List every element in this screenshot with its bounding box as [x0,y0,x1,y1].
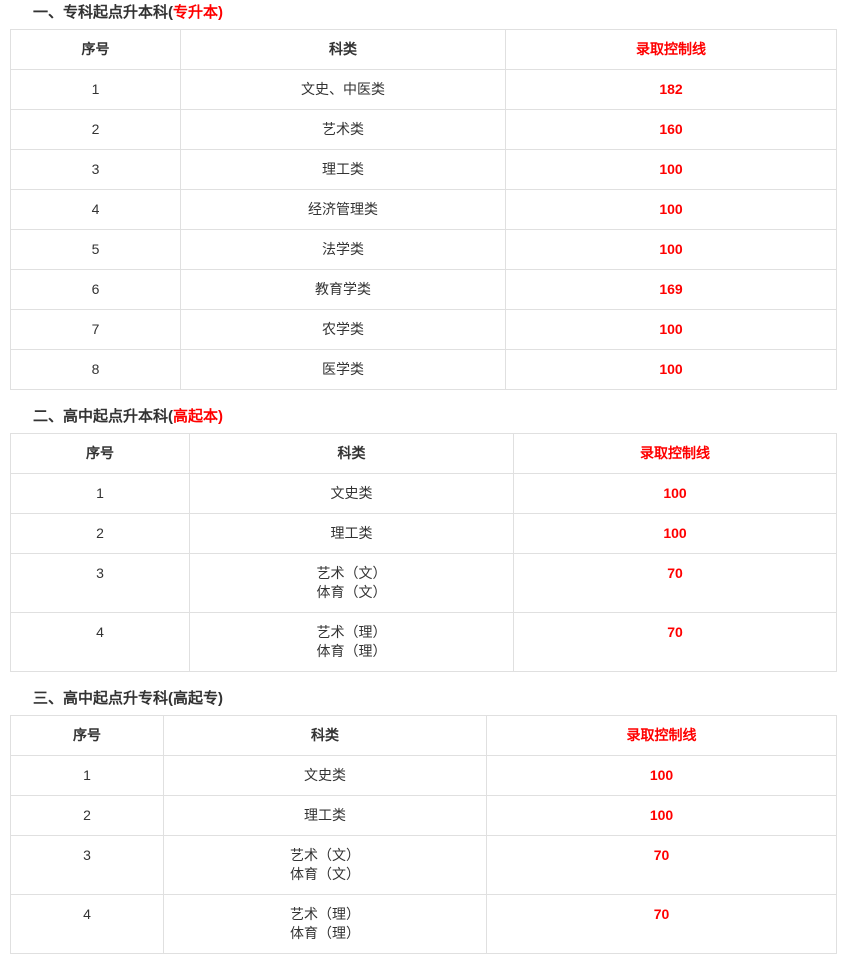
row-number-cell: 2 [10,109,181,150]
score-table: 序号 科类 录取控制线 1 文史类 100 2 理工类 100 3 艺术（文） 体育（文） 70… [10,433,837,672]
section-heading-text: 一、专科起点升本科( [33,4,173,21]
score-section: 三、高中起点升专科(高起专) 序号 科类 录取控制线 1 文史类 100 2 理工类 10… [10,690,837,954]
category-cell: 文史类 [163,755,487,796]
table-body: 1 文史类 100 2 理工类 100 3 艺术（文） 体育（文） 70 4 艺术（理） 体育（理）… [10,473,837,672]
category-cell: 农学类 [180,309,506,350]
header-cell-score: 录取控制线 [486,715,837,756]
table-row: 5 法学类 100 [10,229,837,270]
section-heading: 一、专科起点升本科(专升本) [33,4,837,22]
header-cell-category: 科类 [163,715,487,756]
score-table: 序号 科类 录取控制线 1 文史、中医类 182 2 艺术类 160 3 理工类 100 4 经济管… [10,29,837,390]
row-number-cell: 3 [10,149,181,190]
category-cell: 艺术（理） 体育（理） [163,894,487,954]
category-cell: 法学类 [180,229,506,270]
table-row: 1 文史类 100 [10,755,837,796]
score-table: 序号 科类 录取控制线 1 文史类 100 2 理工类 100 3 艺术（文） 体育（文） 70… [10,715,837,954]
table-header-row: 序号 科类 录取控制线 [10,433,837,474]
table-row: 8 医学类 100 [10,349,837,390]
table-row: 3 艺术（文） 体育（文） 70 [10,553,837,613]
header-cell-category: 科类 [180,29,506,70]
table-body: 1 文史、中医类 182 2 艺术类 160 3 理工类 100 4 经济管理类 100 5 法学类 100… [10,69,837,390]
score-cell: 70 [513,612,837,672]
table-row: 3 理工类 100 [10,149,837,190]
category-cell: 医学类 [180,349,506,390]
row-number-cell: 3 [10,553,190,613]
row-number-cell: 4 [10,894,164,954]
table-row: 4 艺术（理） 体育（理） 70 [10,612,837,672]
row-number-cell: 1 [10,755,164,796]
score-cell: 100 [505,149,837,190]
score-cell: 70 [513,553,837,613]
category-cell: 艺术类 [180,109,506,150]
row-number-cell: 2 [10,795,164,836]
score-cell: 160 [505,109,837,150]
category-cell: 艺术（文） 体育（文） [189,553,514,613]
table-row: 6 教育学类 169 [10,269,837,310]
section-heading-text: 二、高中起点升本科( [33,408,173,425]
header-cell-no: 序号 [10,715,164,756]
table-body: 1 文史类 100 2 理工类 100 3 艺术（文） 体育（文） 70 4 艺术（理） 体育（理）… [10,755,837,954]
section-heading-highlight: 专升本) [173,4,223,21]
section-heading: 三、高中起点升专科(高起专) [33,690,837,708]
table-row: 4 经济管理类 100 [10,189,837,230]
score-cell: 182 [505,69,837,110]
row-number-cell: 4 [10,189,181,230]
score-cell: 100 [505,309,837,350]
category-cell: 理工类 [180,149,506,190]
row-number-cell: 1 [10,473,190,514]
row-number-cell: 2 [10,513,190,554]
score-section: 二、高中起点升本科(高起本) 序号 科类 录取控制线 1 文史类 100 2 理工类 10… [10,408,837,672]
section-heading: 二、高中起点升本科(高起本) [33,408,837,426]
table-row: 2 理工类 100 [10,513,837,554]
table-row: 2 艺术类 160 [10,109,837,150]
header-cell-category: 科类 [189,433,514,474]
category-cell: 理工类 [163,795,487,836]
table-header-row: 序号 科类 录取控制线 [10,715,837,756]
table-row: 1 文史、中医类 182 [10,69,837,110]
score-cell: 100 [505,349,837,390]
section-heading-text: 三、高中起点升专科(高起专) [33,690,223,707]
table-row: 4 艺术（理） 体育（理） 70 [10,894,837,954]
score-cell: 70 [486,894,837,954]
category-cell: 艺术（文） 体育（文） [163,835,487,895]
header-cell-score: 录取控制线 [505,29,837,70]
score-cell: 100 [513,473,837,514]
table-row: 1 文史类 100 [10,473,837,514]
table-row: 7 农学类 100 [10,309,837,350]
row-number-cell: 4 [10,612,190,672]
category-cell: 教育学类 [180,269,506,310]
score-cell: 169 [505,269,837,310]
section-heading-highlight: 高起本) [173,408,223,425]
score-cell: 100 [513,513,837,554]
table-row: 3 艺术（文） 体育（文） 70 [10,835,837,895]
category-cell: 经济管理类 [180,189,506,230]
table-header-row: 序号 科类 录取控制线 [10,29,837,70]
row-number-cell: 1 [10,69,181,110]
category-cell: 文史类 [189,473,514,514]
score-cell: 100 [486,755,837,796]
score-section: 一、专科起点升本科(专升本) 序号 科类 录取控制线 1 文史、中医类 182 2 艺术… [10,4,837,390]
score-cell: 100 [486,795,837,836]
table-row: 2 理工类 100 [10,795,837,836]
row-number-cell: 6 [10,269,181,310]
header-cell-no: 序号 [10,433,190,474]
row-number-cell: 3 [10,835,164,895]
row-number-cell: 8 [10,349,181,390]
score-cell: 70 [486,835,837,895]
row-number-cell: 7 [10,309,181,350]
category-cell: 文史、中医类 [180,69,506,110]
score-cell: 100 [505,229,837,270]
category-cell: 艺术（理） 体育（理） [189,612,514,672]
header-cell-score: 录取控制线 [513,433,837,474]
score-cell: 100 [505,189,837,230]
admission-score-lines-page: 一、专科起点升本科(专升本) 序号 科类 录取控制线 1 文史、中医类 182 2 艺术… [0,4,853,958]
category-cell: 理工类 [189,513,514,554]
row-number-cell: 5 [10,229,181,270]
header-cell-no: 序号 [10,29,181,70]
